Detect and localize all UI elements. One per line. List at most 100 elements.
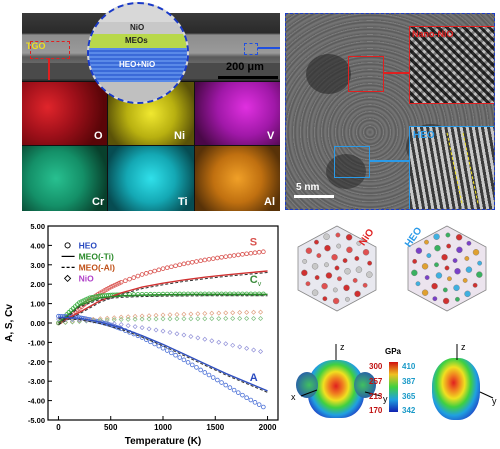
heo-point	[181, 261, 187, 267]
nio-atom	[355, 266, 363, 273]
y-tick-label: 1.00	[30, 300, 45, 309]
heo-point	[210, 256, 216, 261]
y-tick-label: 0.00	[30, 319, 45, 328]
nio-point	[216, 339, 222, 345]
nio-atom	[314, 275, 320, 280]
heo-point	[223, 382, 229, 388]
nio-point	[223, 310, 229, 316]
tem-panel: Nano-NiO HEO 5 nm	[285, 13, 495, 210]
heo-atom	[442, 287, 448, 293]
legend-label: NiO	[79, 273, 95, 283]
nio-atom	[345, 296, 350, 302]
nio-atom	[344, 268, 351, 275]
y-tick-label: -5.00	[28, 416, 45, 425]
axis-label-z-1: z	[340, 342, 345, 352]
meo-line	[58, 316, 268, 392]
y-tick-label: 3.00	[30, 261, 45, 270]
nio-point	[69, 319, 75, 325]
heo-point	[139, 272, 145, 277]
nio-point	[188, 333, 194, 339]
nio-atom	[316, 253, 322, 258]
heo-point	[173, 352, 178, 358]
elastic-surface-1-lobe-right	[354, 372, 376, 398]
nio-atom	[343, 284, 350, 292]
axis-label-y-1: y	[383, 394, 388, 404]
nio-atom	[323, 233, 330, 240]
heo-point	[152, 341, 157, 347]
nio-atom	[322, 296, 328, 302]
nio-atom	[356, 240, 362, 246]
axis-label-y-2: y	[492, 396, 497, 406]
layer-meos	[89, 34, 187, 48]
tem-dark-grain-1	[306, 54, 351, 94]
nio-point	[230, 310, 236, 316]
nio-point	[258, 316, 264, 322]
nio-point	[167, 312, 173, 318]
x-axis-label: Temperature (K)	[125, 436, 202, 447]
heo-atom	[433, 233, 440, 240]
heo-point	[248, 250, 254, 256]
heo-point	[194, 365, 199, 370]
colorbar-left-tick-2: 213	[369, 392, 383, 401]
eds-label-o: O	[94, 130, 103, 142]
nio-point	[237, 316, 243, 322]
heo-atom	[462, 278, 468, 283]
nio-atom	[314, 239, 319, 245]
heo-atom	[421, 263, 429, 270]
nio-atom	[305, 281, 311, 287]
heo-point	[219, 255, 224, 260]
nio-atom	[311, 263, 319, 270]
heo-atom	[465, 266, 473, 273]
heo-point	[244, 395, 249, 400]
heo-atom	[421, 289, 429, 296]
annotation-cv: C	[250, 274, 258, 286]
nio-point	[216, 316, 222, 322]
nio-point	[118, 317, 124, 323]
nio-point	[174, 331, 180, 337]
annotation-a: A	[250, 372, 258, 384]
heo-atom	[424, 275, 430, 280]
tem-blue-box	[334, 146, 370, 178]
tem-nano-inset	[409, 26, 494, 104]
heo-point	[206, 372, 212, 378]
nio-point	[139, 313, 145, 319]
meo-line	[58, 270, 268, 324]
colorbar-left-tick-0: 300	[369, 362, 383, 371]
nio-atom	[342, 258, 348, 263]
meo-al-line	[58, 272, 268, 325]
heo-atom	[477, 260, 483, 266]
heo-atom	[466, 240, 472, 246]
meo-al-line	[58, 318, 268, 393]
heo-point	[123, 278, 128, 284]
nio-point	[258, 349, 264, 355]
heo-point	[164, 348, 170, 353]
nio-atom	[321, 282, 328, 290]
eds-map-ti	[108, 146, 194, 211]
heo-point	[185, 260, 191, 266]
tem-dark-grain-3	[326, 154, 366, 189]
heo-point	[227, 253, 233, 259]
sem-scale-label: 200 μm	[226, 61, 264, 73]
nio-point	[251, 347, 257, 353]
heo-atom	[441, 254, 448, 261]
heo-point	[252, 400, 258, 405]
tem-heo-inset	[409, 126, 494, 209]
heo-point	[219, 380, 224, 385]
sem-red-dashed-box	[30, 41, 70, 59]
annotation-s: S	[250, 236, 257, 248]
heo-point	[231, 253, 237, 258]
heo-atom	[464, 290, 471, 298]
y-tick-label: 2.00	[30, 280, 45, 289]
heo-structure	[407, 225, 487, 312]
legend-marker-circle	[64, 242, 71, 249]
nio-point	[76, 317, 82, 323]
legend-label: MEO(-Al)	[79, 262, 116, 272]
heo-point	[160, 345, 166, 351]
nio-point	[146, 316, 152, 322]
heo-atom	[415, 247, 423, 254]
heo-point	[256, 402, 262, 407]
heo-atom	[415, 281, 421, 287]
nio-point	[160, 328, 166, 334]
tem-scale-bar	[294, 195, 334, 198]
nio-point	[251, 309, 257, 315]
